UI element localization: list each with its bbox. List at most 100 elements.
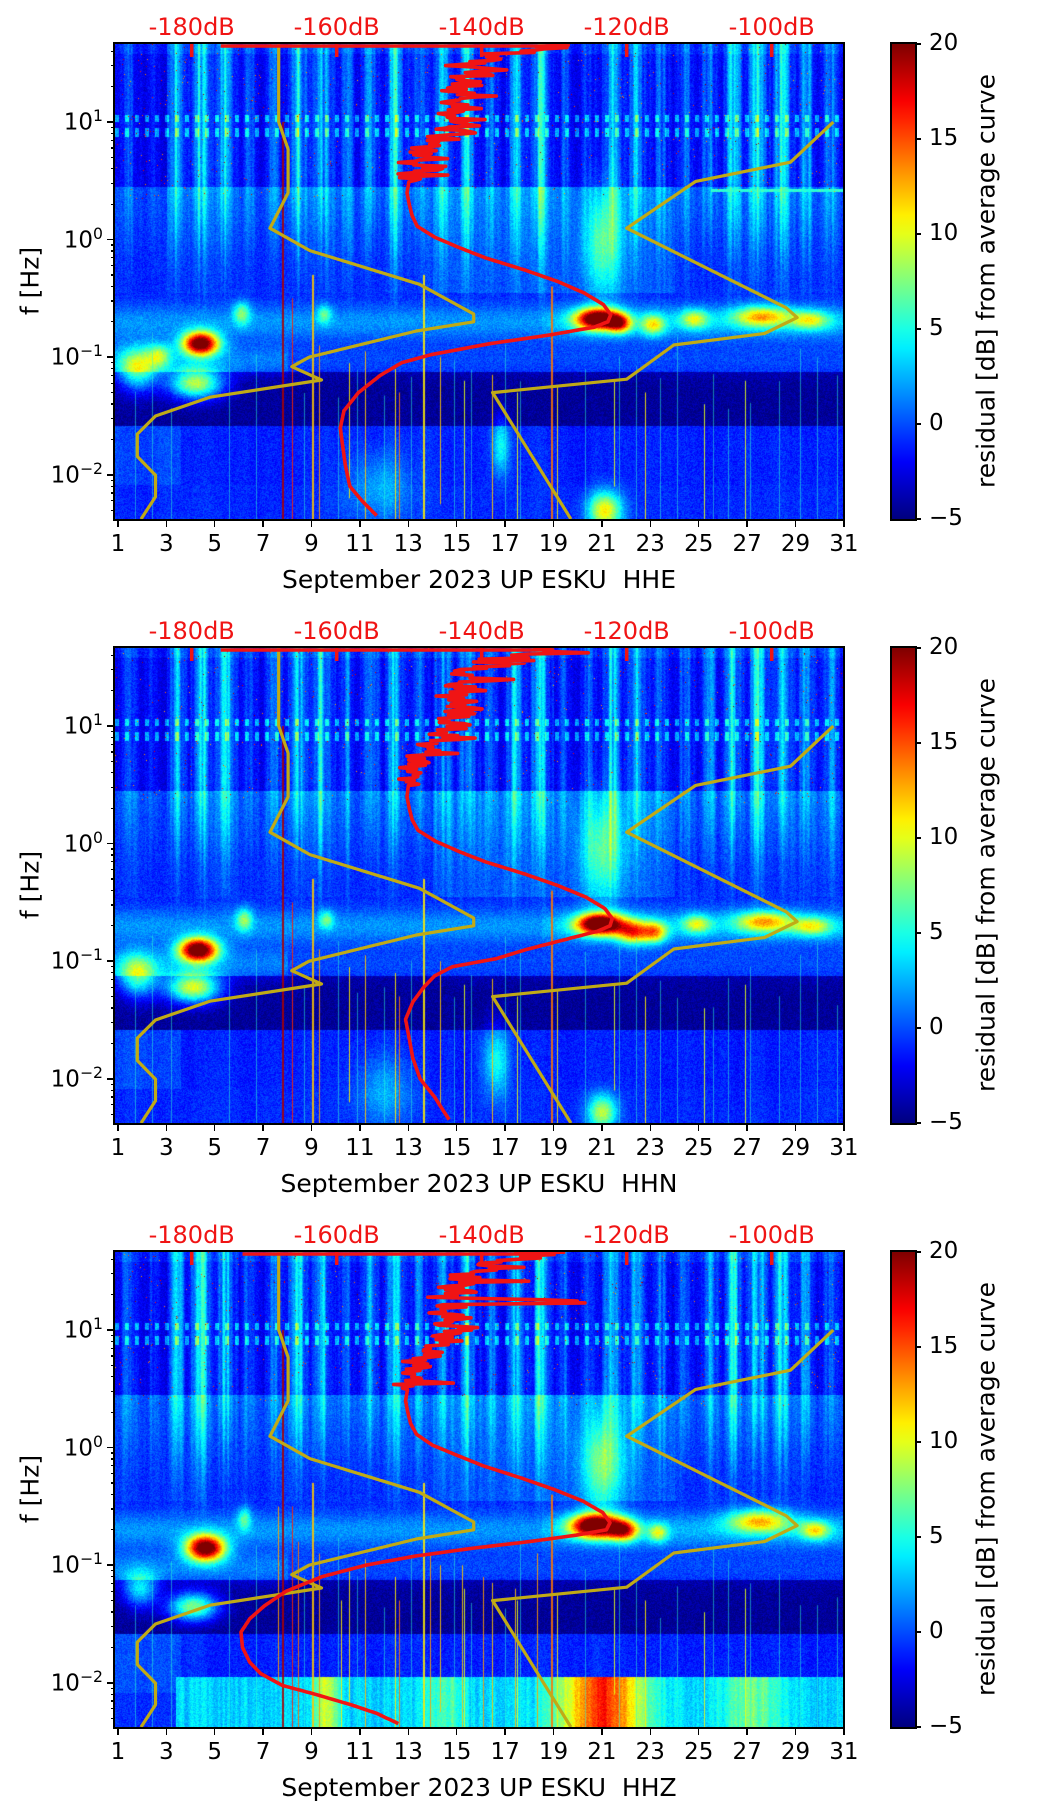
colorbar-tick — [915, 43, 921, 45]
colorbar-label: residual [dB] from average curve — [971, 1282, 1001, 1696]
y-minor-tick — [111, 321, 115, 323]
colorbar-tick — [915, 647, 921, 649]
y-minor-tick — [111, 978, 115, 980]
y-minor-tick — [111, 126, 115, 128]
colorbar-tick — [915, 518, 921, 520]
x-tick-label: 21 — [587, 1739, 617, 1765]
y-minor-tick — [111, 382, 115, 384]
subplot-hhe: f [Hz] September 2023 UP ESKU HHE residu… — [0, 13, 1052, 604]
y-minor-tick — [111, 132, 115, 134]
x-tick — [746, 1123, 748, 1131]
colorbar-frame — [890, 646, 917, 1125]
y-tick — [107, 842, 115, 845]
x-tick-label: 11 — [345, 1739, 375, 1765]
y-minor-tick — [111, 257, 115, 259]
x-axis-label: September 2023 UP ESKU HHZ — [281, 1773, 677, 1802]
x-tick-label: 9 — [304, 531, 319, 557]
y-tick-label: 10−1 — [50, 1549, 103, 1579]
y-tick — [107, 725, 115, 727]
y-minor-tick — [111, 265, 115, 267]
x-tick — [165, 519, 168, 527]
y-minor-tick — [111, 1452, 115, 1454]
x-tick — [601, 519, 603, 527]
colorbar-frame — [890, 42, 917, 521]
y-minor-tick — [111, 1569, 115, 1572]
y-minor-tick — [111, 509, 115, 511]
colorbar-tick-label: 15 — [929, 729, 959, 755]
y-minor-tick — [111, 1390, 115, 1393]
y-tick — [107, 960, 115, 962]
x-tick-label: 23 — [635, 1739, 665, 1765]
y-minor-tick — [111, 1626, 115, 1628]
colorbar-tick-label: −5 — [929, 505, 963, 531]
x-tick-label: 1 — [110, 1739, 126, 1765]
x-tick — [117, 1123, 119, 1131]
y-minor-tick — [111, 1482, 115, 1484]
y-minor-tick — [111, 1347, 115, 1349]
x-tick-label: 29 — [780, 531, 811, 557]
x-tick-label: 21 — [587, 1135, 617, 1161]
y-minor-tick — [111, 1687, 115, 1689]
colorbar-tick-label: 0 — [929, 410, 944, 436]
y-minor-tick — [111, 361, 115, 364]
y-minor-tick — [111, 50, 115, 52]
colorbar — [892, 648, 915, 1123]
x-axis-label: September 2023 UP ESKU HHN — [280, 1169, 678, 1198]
x-tick — [697, 1727, 700, 1735]
y-axis-label: f [Hz] — [15, 1454, 45, 1524]
colorbar-tick — [915, 1122, 921, 1124]
y-tick-label: 101 — [63, 106, 103, 136]
y-minor-tick — [111, 1089, 115, 1091]
x-tick — [455, 1123, 458, 1131]
y-tick-label: 10−1 — [50, 945, 103, 975]
y-minor-tick — [111, 1376, 115, 1378]
y-minor-tick — [111, 1334, 115, 1336]
y-minor-tick — [111, 367, 115, 370]
y-minor-tick — [111, 1582, 115, 1584]
y-minor-tick — [111, 854, 115, 856]
y-minor-tick — [111, 1458, 115, 1460]
colorbar-tick-label: −5 — [929, 1109, 963, 1135]
y-minor-tick — [111, 1364, 115, 1366]
y-minor-tick — [111, 807, 115, 809]
x-tick — [117, 519, 119, 527]
x-tick-label: 15 — [442, 1739, 472, 1765]
top-axis-label: -160dB — [293, 1221, 380, 1249]
y-minor-tick — [111, 1113, 115, 1115]
top-axis-label: -120dB — [583, 617, 670, 645]
colorbar-tick-label: 10 — [929, 220, 959, 246]
top-axis-label: -180dB — [148, 617, 235, 645]
y-minor-tick — [111, 438, 115, 440]
x-tick-label: 25 — [684, 1739, 714, 1765]
y-tick — [107, 474, 115, 476]
x-tick-label: 5 — [207, 1135, 223, 1161]
colorbar-tick — [915, 1346, 921, 1348]
x-tick — [165, 1727, 168, 1735]
x-tick-label: 23 — [635, 1135, 665, 1161]
y-tick-label: 10−2 — [50, 458, 103, 489]
y-minor-tick — [111, 772, 115, 774]
spectrogram-heatmap-hhe — [115, 44, 843, 519]
y-minor-tick — [111, 669, 115, 671]
x-tick — [504, 1727, 506, 1735]
x-tick-label: 29 — [780, 1135, 811, 1161]
spectrogram-heatmap-hhn — [115, 648, 843, 1123]
y-minor-tick — [111, 1411, 115, 1413]
x-tick — [262, 519, 264, 527]
x-tick — [310, 519, 313, 527]
x-tick — [601, 1727, 603, 1735]
top-axis-label: -100dB — [728, 13, 815, 41]
y-tick — [107, 1682, 115, 1684]
colorbar-tick — [915, 1027, 921, 1029]
colorbar-tick-label: 20 — [929, 1238, 959, 1264]
spectrogram-heatmap-hhz — [115, 1252, 843, 1727]
x-tick — [359, 1123, 361, 1131]
x-tick — [504, 1123, 506, 1131]
y-minor-tick — [111, 1273, 115, 1275]
x-tick-label: 29 — [780, 1739, 811, 1765]
x-tick-label: 5 — [207, 1739, 223, 1765]
subplot-hhn: f [Hz] September 2023 UP ESKU HHN residu… — [0, 617, 1052, 1208]
y-minor-tick — [111, 1042, 115, 1044]
y-minor-tick — [111, 1096, 115, 1098]
colorbar-tick — [915, 328, 921, 330]
